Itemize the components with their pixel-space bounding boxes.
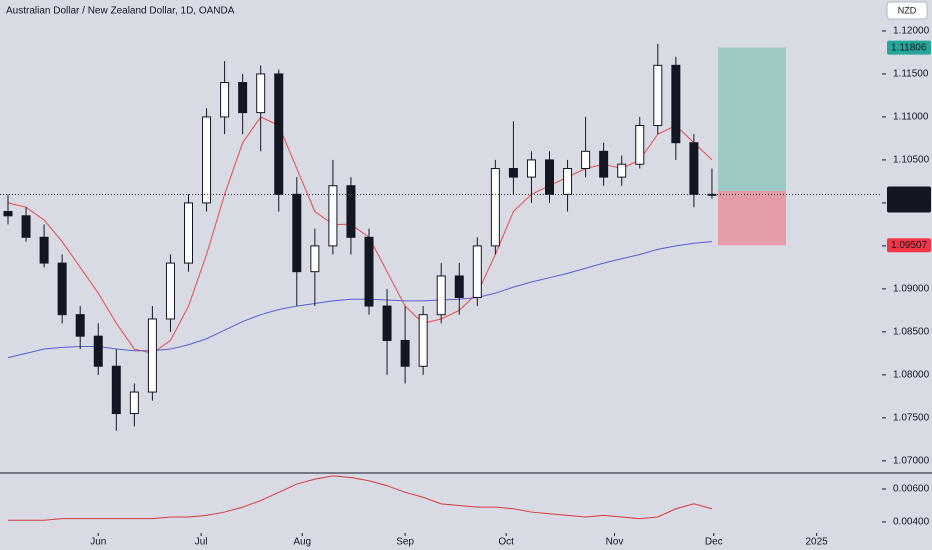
candle-body [400, 339, 410, 367]
candle-body [472, 245, 482, 298]
indicator-line [8, 475, 713, 521]
x-tick-label: Nov [606, 537, 624, 548]
countdown: 23:20:58 [891, 199, 930, 210]
candle-body [184, 202, 193, 264]
candle-body [202, 116, 212, 204]
candle-body [220, 82, 230, 118]
candle-body [111, 365, 121, 415]
candle-body [418, 314, 428, 367]
candle-body [129, 391, 139, 415]
candle-body [39, 236, 49, 264]
price-label-box [887, 238, 931, 253]
currency-label[interactable]: NZD [898, 5, 917, 15]
candle-body [3, 210, 13, 217]
candle-body [147, 318, 157, 393]
candle-body [292, 193, 302, 273]
candle-body [454, 275, 464, 298]
candle-body [93, 335, 103, 367]
candle-body [653, 64, 663, 127]
y-tick-label: 1.10500 [893, 155, 930, 166]
candle-body [274, 73, 284, 195]
x-tick-label: Jul [195, 537, 208, 548]
candle-body [617, 163, 627, 178]
position-target-zone [717, 47, 786, 191]
x-tick-label: Dec [705, 537, 723, 548]
y-tick-label: 1.07500 [893, 412, 930, 423]
candle-body [238, 82, 248, 114]
x-tick-label: Aug [293, 537, 311, 548]
y-tick-label: 1.11500 [893, 69, 929, 80]
candle-body [364, 236, 374, 307]
candle-body [436, 275, 446, 316]
candle-body [346, 185, 356, 238]
chart-title: Australian Dollar / New Zealand Dollar, … [6, 6, 235, 17]
y-tick-label: 1.07000 [893, 455, 930, 466]
y-tick-label: 0.00600 [893, 484, 930, 495]
y-tick-label: 1.08000 [893, 369, 930, 380]
x-tick-label: Jun [90, 537, 106, 548]
candle-body [75, 314, 85, 337]
y-tick-label: 1.12000 [893, 26, 930, 37]
candle-body [526, 159, 536, 178]
candle-body [382, 305, 392, 341]
candle-body [328, 185, 338, 247]
candle-body [581, 150, 591, 170]
price-label: 1.11806 [891, 42, 927, 53]
last-price-label: 1.10097 [891, 188, 928, 199]
moving-average [7, 116, 713, 354]
candle-body [599, 150, 609, 178]
x-tick-label: Sep [396, 537, 414, 548]
x-tick-label: Oct [498, 537, 514, 548]
y-tick-label: 0.00400 [893, 517, 930, 528]
candle-body [671, 64, 681, 144]
last-price-box [887, 186, 931, 213]
candle-body [563, 168, 573, 195]
candle-body [310, 245, 320, 273]
price-label: 1.09507 [891, 240, 928, 251]
candle-body [508, 168, 518, 178]
y-tick-label: 1.08500 [893, 327, 930, 338]
y-tick-label: 1.11000 [893, 112, 929, 123]
candle-body [165, 262, 175, 320]
candle-body [490, 168, 500, 247]
x-tick-label: 2025 [806, 537, 829, 548]
price-label-box [887, 40, 931, 55]
currency-button[interactable] [886, 1, 928, 20]
candle-body [635, 125, 645, 165]
y-tick-label: 1.09000 [893, 284, 930, 295]
candle-body [21, 215, 31, 238]
candle-body [57, 262, 67, 316]
candle-body [256, 73, 266, 114]
candle-body [545, 159, 554, 195]
moving-average [7, 241, 712, 359]
position-stop-zone [717, 190, 786, 246]
candle-body [689, 142, 699, 195]
